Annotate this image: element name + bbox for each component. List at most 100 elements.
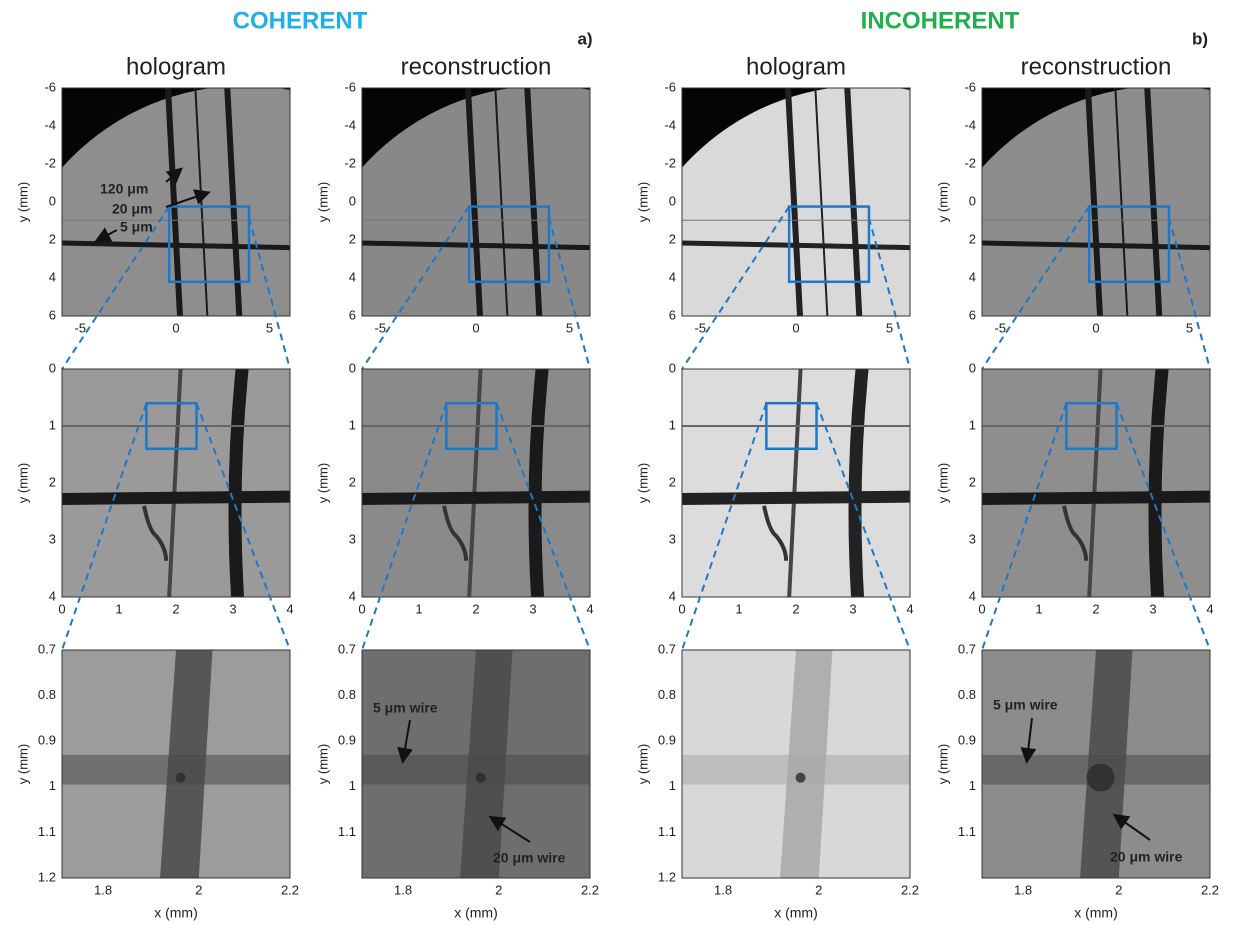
annotation: 120 μm <box>100 181 148 197</box>
y-tick-label: 3 <box>669 531 676 546</box>
y-tick-label: 0.9 <box>38 733 56 748</box>
y-tick-label: 0.9 <box>658 733 676 748</box>
y-tick-label: 2 <box>49 231 56 246</box>
y-axis-label: y (mm) <box>315 182 330 222</box>
y-tick-label: 1 <box>49 417 56 432</box>
x-tick-label: 5 <box>566 320 573 335</box>
panel: 0.70.80.911.11.21.822.2y (mm)x (mm) <box>635 641 919 920</box>
y-axis-label: y (mm) <box>935 182 950 222</box>
x-tick-label: 2 <box>495 882 502 897</box>
y-tick-label: 1 <box>669 778 676 793</box>
x-axis-label: x (mm) <box>774 905 818 921</box>
y-tick-label: 0.7 <box>658 641 676 656</box>
x-tick-label: 1 <box>735 601 742 616</box>
figure: COHERENT a) INCOHERENT b) hologram-6-4-2… <box>0 0 1234 932</box>
annotation: 5 μm wire <box>373 700 438 716</box>
group-title: INCOHERENT <box>861 7 1020 34</box>
annotation: 20 μm wire <box>493 850 566 866</box>
x-tick-label: 0 <box>172 320 179 335</box>
y-axis-label: y (mm) <box>15 182 30 222</box>
y-tick-label: 1 <box>49 778 56 793</box>
y-tick-label: 2 <box>669 231 676 246</box>
junction <box>796 773 806 783</box>
junction <box>1087 764 1115 792</box>
y-tick-label: -6 <box>664 79 676 94</box>
x-tick-label: 1 <box>115 601 122 616</box>
y-tick-label: 0.7 <box>958 641 976 656</box>
y-tick-label: 0.8 <box>658 687 676 702</box>
y-tick-label: 0.8 <box>38 687 56 702</box>
panel: 0.70.80.911.11.822.2y (mm)x (mm) <box>935 641 1219 920</box>
panel-label: a) <box>577 29 592 48</box>
wire <box>682 755 910 785</box>
x-tick-label: 4 <box>286 601 293 616</box>
y-tick-label: 0.7 <box>38 641 56 656</box>
panels: hologram -6 -4 -2 0 2 4 6 -5 0 5 y (mm) reconstructi… <box>0 53 1234 920</box>
y-axis-label: y (mm) <box>315 744 330 784</box>
x-tick-label: 0 <box>792 320 799 335</box>
x-tick-label: 1.8 <box>394 882 412 897</box>
annotation: 20 μm <box>112 201 152 217</box>
x-tick-label: 0 <box>358 601 365 616</box>
x-tick-label: 0 <box>978 601 985 616</box>
y-tick-label: 4 <box>49 269 56 284</box>
y-tick-label: -4 <box>44 117 56 132</box>
wire <box>62 755 290 785</box>
x-tick-label: 5 <box>886 320 893 335</box>
y-axis-label: y (mm) <box>935 744 950 784</box>
panel: 0.70.80.911.11.21.822.2y (mm)x (mm) <box>15 641 299 920</box>
y-axis-label: y (mm) <box>635 182 650 222</box>
column-header: reconstruction <box>1021 53 1172 80</box>
x-tick-label: 2.2 <box>581 882 599 897</box>
y-tick-label: 0.9 <box>958 733 976 748</box>
x-tick-label: -5 <box>994 320 1006 335</box>
y-tick-label: 0.8 <box>338 687 356 702</box>
y-tick-label: 1.2 <box>38 869 56 884</box>
y-axis-label: y (mm) <box>935 463 950 503</box>
junction <box>476 773 486 783</box>
group-title: COHERENT <box>233 7 368 34</box>
x-tick-label: 3 <box>849 601 856 616</box>
y-tick-label: 1.2 <box>658 869 676 884</box>
y-axis-label: y (mm) <box>635 463 650 503</box>
wire <box>362 755 590 785</box>
y-tick-label: -2 <box>964 155 976 170</box>
x-tick-label: 1.8 <box>714 882 732 897</box>
y-axis-label: y (mm) <box>15 744 30 784</box>
y-tick-label: 1 <box>669 417 676 432</box>
y-tick-label: 4 <box>969 588 976 603</box>
y-tick-label: 2 <box>669 474 676 489</box>
x-tick-label: 1.8 <box>1014 882 1032 897</box>
column-header: hologram <box>126 53 226 80</box>
y-axis-label: y (mm) <box>15 463 30 503</box>
x-axis-label: x (mm) <box>454 905 498 921</box>
y-tick-label: 1.1 <box>958 824 976 839</box>
wire <box>535 369 542 597</box>
x-tick-label: 5 <box>1186 320 1193 335</box>
x-tick-label: 2 <box>792 601 799 616</box>
wire <box>1155 369 1162 597</box>
y-tick-label: 4 <box>349 588 356 603</box>
x-tick-label: 3 <box>229 601 236 616</box>
y-tick-label: 4 <box>49 588 56 603</box>
y-tick-label: 2 <box>969 474 976 489</box>
y-tick-label: 0 <box>669 360 676 375</box>
y-tick-label: 6 <box>969 307 976 322</box>
y-tick-label: 1 <box>969 778 976 793</box>
y-tick-label: 6 <box>669 307 676 322</box>
x-axis-label: x (mm) <box>1074 905 1118 921</box>
x-tick-label: 1 <box>415 601 422 616</box>
y-tick-label: 2 <box>49 474 56 489</box>
y-tick-label: 0 <box>49 360 56 375</box>
y-tick-label: -2 <box>664 155 676 170</box>
y-tick-label: 0.7 <box>338 641 356 656</box>
x-tick-label: 2 <box>1092 601 1099 616</box>
x-tick-label: 0 <box>678 601 685 616</box>
y-tick-label: 4 <box>349 269 356 284</box>
annotation: 5 μm wire <box>993 697 1058 713</box>
x-tick-label: 2.2 <box>901 882 919 897</box>
wire <box>682 497 910 499</box>
y-tick-label: 0 <box>49 193 56 208</box>
